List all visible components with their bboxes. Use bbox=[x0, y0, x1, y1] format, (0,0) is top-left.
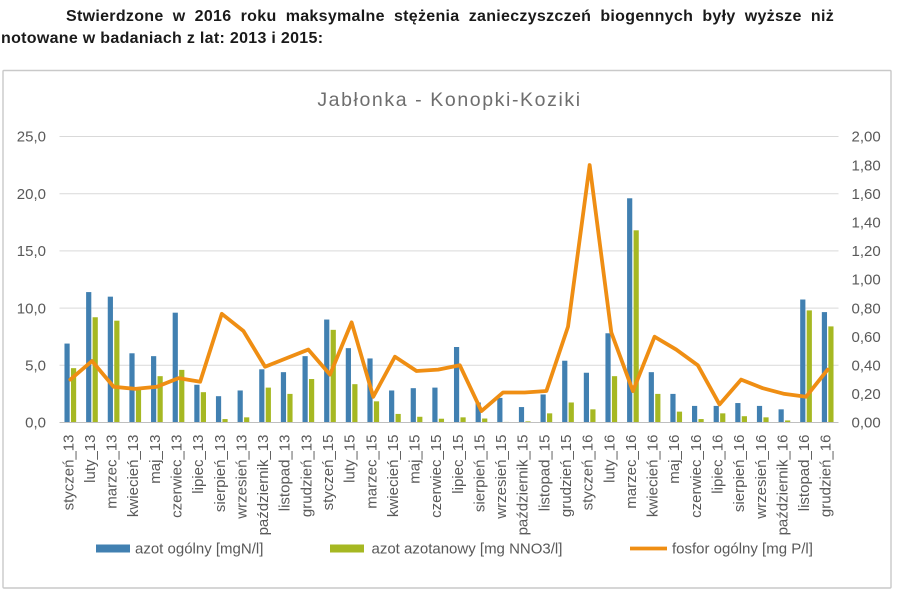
svg-text:sierpień_16: sierpień_16 bbox=[731, 435, 748, 513]
svg-text:luty_15: luty_15 bbox=[342, 435, 359, 483]
svg-text:listopad_15: listopad_15 bbox=[536, 435, 553, 512]
svg-text:październik_15: październik_15 bbox=[515, 435, 532, 536]
svg-text:czerwiec_13: czerwiec_13 bbox=[169, 435, 186, 518]
svg-text:wrzesień_15: wrzesień_15 bbox=[493, 435, 510, 520]
svg-text:luty_16: luty_16 bbox=[601, 435, 618, 483]
svg-text:sierpień_13: sierpień_13 bbox=[212, 435, 229, 513]
svg-text:czerwiec_16: czerwiec_16 bbox=[688, 435, 705, 518]
svg-text:0,00: 0,00 bbox=[852, 415, 881, 432]
svg-text:grudzień_16: grudzień_16 bbox=[818, 435, 835, 518]
svg-text:listopad_13: listopad_13 bbox=[277, 435, 294, 512]
svg-text:styczeń_16: styczeń_16 bbox=[580, 435, 597, 511]
svg-text:lipiec_15: lipiec_15 bbox=[450, 435, 467, 494]
svg-text:20,0: 20,0 bbox=[17, 186, 46, 203]
svg-text:0,80: 0,80 bbox=[852, 300, 881, 317]
svg-text:sierpień_15: sierpień_15 bbox=[471, 435, 488, 513]
svg-text:maj_13: maj_13 bbox=[147, 435, 164, 484]
svg-text:listopad_16: listopad_16 bbox=[796, 435, 813, 512]
svg-text:kwiecień_15: kwiecień_15 bbox=[385, 435, 402, 518]
svg-text:fosfor ogólny [mg P/l]: fosfor ogólny [mg P/l] bbox=[672, 541, 813, 558]
svg-text:10,0: 10,0 bbox=[17, 300, 46, 317]
svg-text:grudzień_13: grudzień_13 bbox=[298, 435, 315, 518]
svg-text:5,0: 5,0 bbox=[25, 358, 46, 375]
svg-text:październik_16: październik_16 bbox=[774, 435, 791, 536]
svg-text:1,00: 1,00 bbox=[852, 272, 881, 289]
svg-text:2,00: 2,00 bbox=[852, 129, 881, 146]
svg-text:1,20: 1,20 bbox=[852, 243, 881, 260]
svg-text:0,20: 0,20 bbox=[852, 386, 881, 403]
svg-text:Jabłonka - Konopki-Koziki: Jabłonka - Konopki-Koziki bbox=[317, 89, 581, 111]
svg-text:kwiecień_16: kwiecień_16 bbox=[645, 435, 662, 518]
svg-text:1,80: 1,80 bbox=[852, 157, 881, 174]
svg-text:1,40: 1,40 bbox=[852, 215, 881, 232]
svg-text:marzec_13: marzec_13 bbox=[104, 435, 121, 509]
svg-text:październik_13: październik_13 bbox=[255, 435, 272, 536]
svg-text:kwiecień_13: kwiecień_13 bbox=[125, 435, 142, 518]
svg-text:czerwiec_15: czerwiec_15 bbox=[428, 435, 445, 518]
svg-text:0,0: 0,0 bbox=[25, 415, 46, 432]
svg-text:grudzień_15: grudzień_15 bbox=[558, 435, 575, 518]
svg-text:marzec_16: marzec_16 bbox=[623, 435, 640, 509]
svg-text:25,0: 25,0 bbox=[17, 129, 46, 146]
svg-text:styczeń_13: styczeń_13 bbox=[60, 435, 77, 511]
svg-text:15,0: 15,0 bbox=[17, 243, 46, 260]
svg-text:maj_16: maj_16 bbox=[666, 435, 683, 484]
svg-text:lipiec_13: lipiec_13 bbox=[190, 435, 207, 494]
svg-text:luty_13: luty_13 bbox=[82, 435, 99, 483]
svg-text:azot azotanowy [mg NNO3/l]: azot azotanowy [mg NNO3/l] bbox=[372, 541, 563, 558]
svg-text:wrzesień_16: wrzesień_16 bbox=[753, 435, 770, 520]
svg-text:marzec_15: marzec_15 bbox=[363, 435, 380, 509]
svg-text:styczeń_15: styczeń_15 bbox=[320, 435, 337, 511]
svg-text:azot ogólny [mgN/l]: azot ogólny [mgN/l] bbox=[135, 541, 263, 558]
svg-text:1,60: 1,60 bbox=[852, 186, 881, 203]
svg-text:0,40: 0,40 bbox=[852, 358, 881, 375]
svg-text:wrzesień_13: wrzesień_13 bbox=[233, 435, 250, 520]
svg-text:0,60: 0,60 bbox=[852, 329, 881, 346]
svg-text:maj_15: maj_15 bbox=[407, 435, 424, 484]
svg-text:lipiec_16: lipiec_16 bbox=[709, 435, 726, 494]
